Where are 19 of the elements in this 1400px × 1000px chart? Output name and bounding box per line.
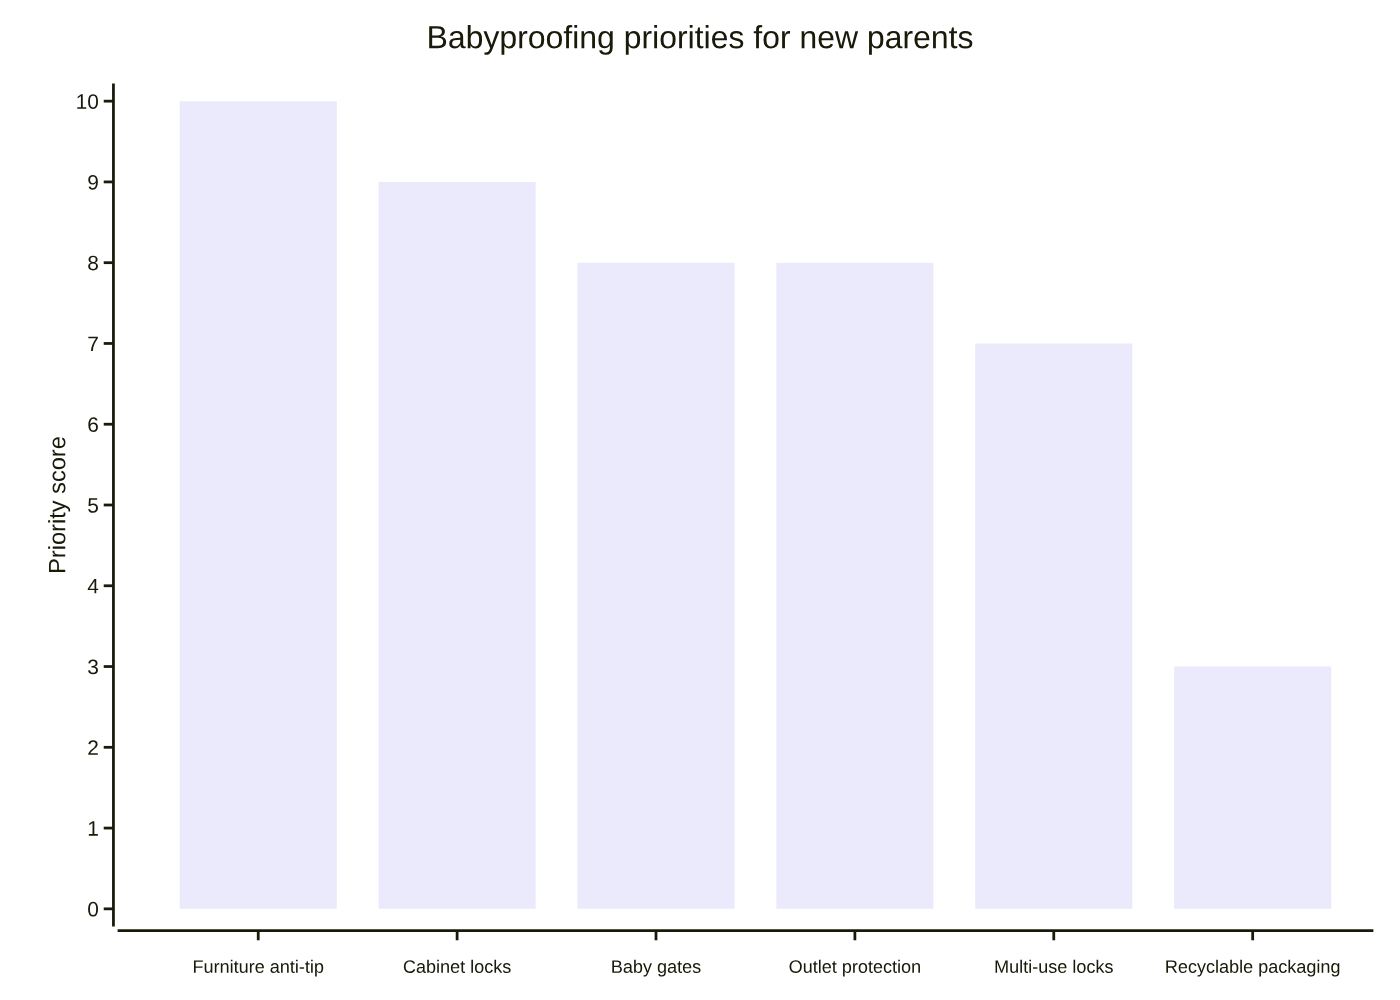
y-tick-label: 6	[88, 417, 98, 432]
y-tick-label: 4	[87, 578, 99, 594]
y-tick-label: 3	[88, 659, 98, 675]
x-tick-label: Multi-use locks	[995, 959, 1113, 973]
y-axis-title: Priority score	[48, 437, 71, 572]
x-tick-label: Baby gates	[612, 959, 701, 977]
y-tick-label: 1	[88, 821, 98, 836]
y-tick-label: 9	[88, 174, 98, 190]
y-tick-label: 2	[88, 740, 98, 755]
chart-title: Babyproofing priorities for new parents	[429, 25, 973, 55]
x-tick-label: Cabinet locks	[403, 959, 511, 973]
y-tick-label: 10	[77, 94, 99, 109]
x-tick-label: Furniture anti-tip	[193, 959, 324, 977]
x-tick-label: Outlet protection	[789, 959, 920, 977]
y-tick-label: 5	[88, 498, 98, 513]
y-tick-label: 7	[88, 336, 98, 352]
y-tick-label: 0	[88, 901, 99, 917]
y-tick-label: 8	[88, 255, 98, 271]
x-tick-label: Recyclable packaging	[1166, 959, 1340, 977]
